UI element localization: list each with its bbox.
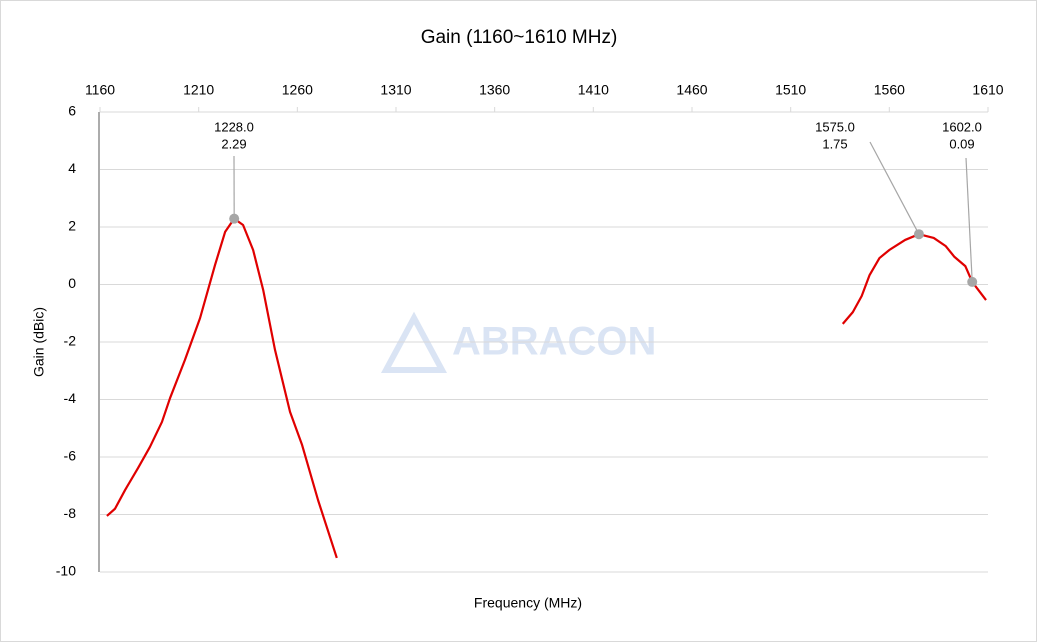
y-tick-label: 6 [68,103,76,119]
annotation-y-label: 2.29 [221,136,246,151]
y-tick-label: -8 [64,505,77,521]
y-tick-label: 2 [68,218,76,234]
annotation-leader [965,157,973,282]
annotation-marker [229,213,240,224]
x-tick-label: 1510 [775,82,806,98]
annotation-marker [967,276,978,287]
x-tick-label: 1310 [380,82,411,98]
y-tick-label: -2 [64,333,77,349]
annotation-leader [869,141,920,235]
chart-title: Gain (1160~1610 MHz) [421,27,618,48]
x-tick-label: 1560 [874,82,905,98]
x-tick-label: 1460 [676,82,707,98]
y-tick-label: -10 [56,563,76,579]
annotation-marker [913,229,924,240]
x-tick-label: 1610 [972,82,1003,98]
x-tick-label: 1260 [282,82,313,98]
x-tick-label: 1410 [578,82,609,98]
y-tick-label: 0 [68,275,76,291]
x-axis-label: Frequency (MHz) [474,595,582,611]
y-tick-label: 4 [68,160,76,176]
x-tick-label: 1210 [183,82,214,98]
y-tick-label: -4 [64,390,77,406]
y-axis-label: Gain (dBic) [31,307,47,377]
annotation-x-label: 1602.0 [942,119,982,134]
x-tick-label: 1360 [479,82,510,98]
y-tick-label: -6 [64,448,77,464]
annotation-x-label: 1575.0 [815,119,855,134]
annotation-y-label: 0.09 [949,136,974,151]
annotation-x-label: 1228.0 [214,119,254,134]
line-series [106,217,987,559]
annotation-y-label: 1.75 [822,136,847,151]
x-tick-label: 1160 [85,82,115,98]
